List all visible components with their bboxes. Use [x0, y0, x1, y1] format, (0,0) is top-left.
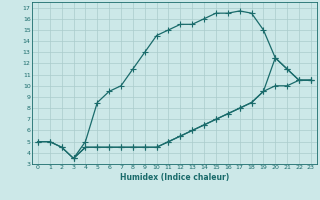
- X-axis label: Humidex (Indice chaleur): Humidex (Indice chaleur): [120, 173, 229, 182]
